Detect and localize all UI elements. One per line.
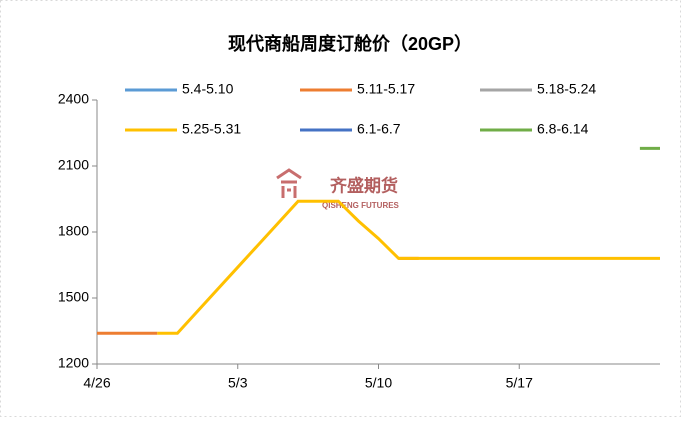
x-tick-label: 5/17 xyxy=(506,375,533,391)
y-tick-label: 1800 xyxy=(58,223,89,239)
chart-title: 现代商船周度订舱价（20GP） xyxy=(228,33,472,54)
y-tick-label: 2100 xyxy=(58,157,89,173)
legend-label: 5.11-5.17 xyxy=(357,81,415,97)
y-tick-label: 2400 xyxy=(58,91,89,107)
x-tick-label: 5/10 xyxy=(365,375,392,391)
legend-label: 6.1-6.7 xyxy=(357,121,401,137)
series-line xyxy=(157,199,660,335)
y-tick-label: 1500 xyxy=(58,289,89,305)
legend-label: 5.4-5.10 xyxy=(182,81,234,97)
legend-label: 5.18-5.24 xyxy=(537,81,596,97)
legend-label: 6.8-6.14 xyxy=(537,121,589,137)
watermark-logo xyxy=(276,168,302,198)
watermark-sub: QISHENG FUTURES xyxy=(322,201,400,210)
x-tick-label: 4/26 xyxy=(83,375,110,391)
watermark: 齐盛期货 xyxy=(330,175,398,195)
y-tick-label: 1200 xyxy=(58,355,89,371)
legend-label: 5.25-5.31 xyxy=(182,121,241,137)
x-tick-label: 5/3 xyxy=(228,375,248,391)
